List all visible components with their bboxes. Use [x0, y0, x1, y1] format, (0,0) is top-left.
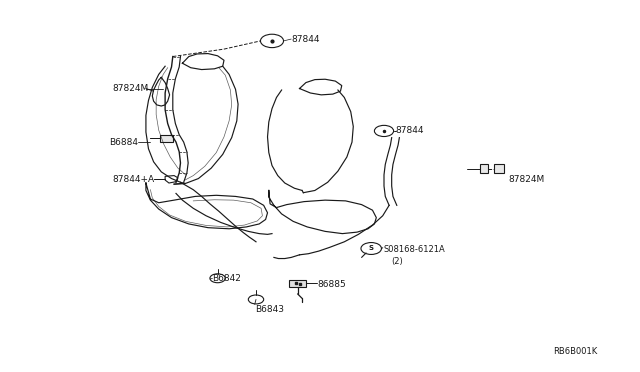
Text: B6884: B6884	[109, 138, 138, 147]
Text: 87824M: 87824M	[112, 84, 148, 93]
Text: RB6B001K: RB6B001K	[554, 347, 598, 356]
Text: 87824M: 87824M	[509, 175, 545, 184]
Text: (2): (2)	[392, 257, 403, 266]
Text: 87844+A: 87844+A	[112, 175, 154, 184]
Text: B6842: B6842	[212, 274, 241, 283]
Polygon shape	[160, 135, 173, 142]
Polygon shape	[289, 280, 306, 287]
Polygon shape	[494, 164, 504, 173]
Text: S: S	[369, 246, 374, 251]
Text: B6843: B6843	[255, 305, 284, 314]
Text: 87844: 87844	[291, 35, 320, 44]
Text: 87844: 87844	[396, 126, 424, 135]
Text: S08168-6121A: S08168-6121A	[384, 245, 445, 254]
Polygon shape	[480, 164, 488, 173]
Circle shape	[361, 243, 381, 254]
Text: 86885: 86885	[317, 280, 346, 289]
